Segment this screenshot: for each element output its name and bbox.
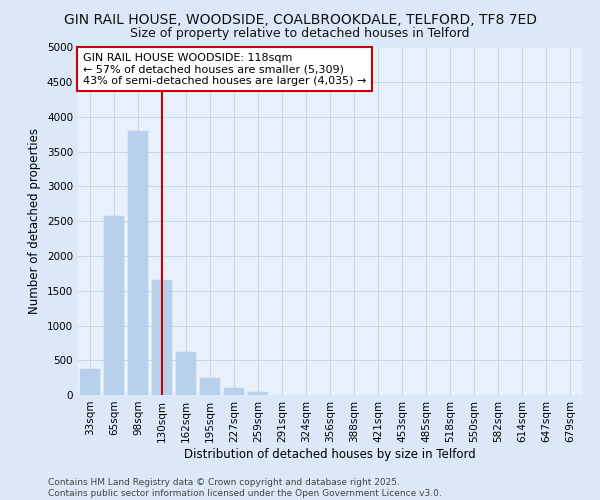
Bar [224, 388, 244, 395]
X-axis label: Distribution of detached houses by size in Telford: Distribution of detached houses by size … [184, 448, 476, 460]
Bar [80, 368, 100, 395]
Text: Contains HM Land Registry data © Crown copyright and database right 2025.
Contai: Contains HM Land Registry data © Crown c… [48, 478, 442, 498]
Text: Size of property relative to detached houses in Telford: Size of property relative to detached ho… [130, 28, 470, 40]
Bar [104, 216, 124, 395]
Bar [176, 352, 196, 395]
Text: GIN RAIL HOUSE WOODSIDE: 118sqm
← 57% of detached houses are smaller (5,309)
43%: GIN RAIL HOUSE WOODSIDE: 118sqm ← 57% of… [83, 52, 367, 86]
Bar [152, 280, 172, 395]
Y-axis label: Number of detached properties: Number of detached properties [28, 128, 41, 314]
Bar [248, 392, 268, 395]
Text: GIN RAIL HOUSE, WOODSIDE, COALBROOKDALE, TELFORD, TF8 7ED: GIN RAIL HOUSE, WOODSIDE, COALBROOKDALE,… [64, 12, 536, 26]
Bar [200, 378, 220, 395]
Bar [128, 131, 148, 395]
